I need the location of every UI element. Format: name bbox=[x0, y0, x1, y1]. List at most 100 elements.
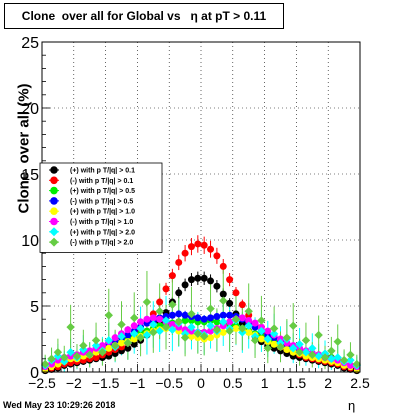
data-point-series-5 bbox=[168, 320, 176, 328]
data-point-series-7 bbox=[346, 350, 355, 360]
legend-marker bbox=[50, 217, 58, 226]
x-tick-label: 2 bbox=[324, 375, 332, 391]
y-tick-label: 20 bbox=[21, 101, 39, 118]
data-point-series-5 bbox=[238, 314, 246, 322]
data-point-series-6 bbox=[187, 322, 196, 332]
data-point-series-7 bbox=[212, 325, 222, 334]
data-point-series-6 bbox=[263, 334, 272, 344]
data-point-series-6 bbox=[314, 351, 323, 361]
data-point-series-7 bbox=[352, 359, 362, 369]
data-point-series-0 bbox=[130, 340, 138, 348]
data-point-series-3 bbox=[226, 311, 234, 319]
data-point-series-7 bbox=[289, 321, 298, 330]
x-tick-label: 1 bbox=[261, 375, 269, 391]
data-point-series-7 bbox=[333, 337, 342, 346]
y-tick-label: 5 bbox=[30, 299, 39, 316]
data-point-series-3 bbox=[124, 331, 132, 339]
data-point-series-7 bbox=[231, 315, 241, 324]
data-point-series-4 bbox=[232, 324, 240, 332]
data-point-series-7 bbox=[314, 330, 323, 340]
data-point-series-4 bbox=[130, 335, 138, 343]
legend-marker bbox=[49, 237, 59, 247]
data-point-series-0 bbox=[226, 299, 234, 307]
data-point-series-7 bbox=[104, 311, 113, 320]
data-point-series-6 bbox=[301, 348, 311, 357]
data-point-series-5 bbox=[245, 317, 253, 325]
data-point-series-7 bbox=[193, 329, 203, 338]
data-point-series-1 bbox=[200, 241, 208, 249]
data-point-series-5 bbox=[137, 318, 145, 326]
data-point-series-7 bbox=[301, 336, 311, 345]
data-point-series-5 bbox=[226, 318, 234, 326]
data-point-series-7 bbox=[98, 348, 107, 357]
data-point-series-3 bbox=[168, 311, 176, 319]
x-tick-label: −2.5 bbox=[28, 375, 56, 391]
x-axis-label: η bbox=[348, 398, 356, 413]
data-point-series-7 bbox=[130, 313, 139, 323]
data-point-series-6 bbox=[91, 341, 101, 350]
data-point-series-7 bbox=[174, 317, 183, 327]
data-point-series-7 bbox=[47, 354, 56, 363]
data-point-series-7 bbox=[225, 326, 234, 336]
data-point-series-4 bbox=[257, 335, 265, 343]
data-point-series-1 bbox=[181, 249, 189, 257]
data-point-series-0 bbox=[187, 276, 195, 284]
data-point-series-0 bbox=[207, 277, 215, 285]
chart-title-box: Clone over all for Global vs η at pT > 0… bbox=[4, 3, 284, 29]
data-point-series-6 bbox=[289, 344, 298, 353]
x-tick-label: −0.5 bbox=[155, 375, 183, 391]
data-point-series-7 bbox=[263, 344, 272, 353]
data-point-series-6 bbox=[168, 325, 177, 334]
x-tick-label: 0.5 bbox=[223, 375, 243, 391]
data-point-series-7 bbox=[40, 359, 50, 369]
data-point-series-1 bbox=[156, 298, 164, 306]
data-point-series-7 bbox=[149, 328, 158, 337]
data-point-series-6 bbox=[206, 321, 215, 330]
data-point-series-6 bbox=[155, 326, 164, 336]
data-point-series-7 bbox=[308, 350, 317, 360]
data-point-series-7 bbox=[66, 322, 75, 332]
data-point-series-6 bbox=[66, 348, 75, 357]
legend-marker bbox=[50, 176, 58, 185]
data-point-series-7 bbox=[180, 333, 190, 342]
data-point-series-6 bbox=[149, 320, 158, 329]
data-point-series-7 bbox=[257, 316, 266, 325]
data-point-series-4 bbox=[105, 344, 113, 352]
data-point-series-6 bbox=[104, 336, 113, 345]
data-point-series-6 bbox=[295, 340, 304, 349]
y-tick-label: 25 bbox=[21, 35, 39, 52]
data-point-series-5 bbox=[207, 327, 215, 335]
x-tick-label: 0 bbox=[197, 375, 205, 391]
data-point-series-4 bbox=[187, 332, 195, 340]
data-point-series-6 bbox=[219, 317, 228, 327]
data-point-series-7 bbox=[295, 348, 304, 357]
data-point-series-7 bbox=[60, 353, 69, 362]
data-point-series-7 bbox=[161, 322, 171, 332]
data-point-series-7 bbox=[123, 338, 133, 348]
data-point-series-3 bbox=[200, 315, 208, 323]
legend-entry-label: (-) with p T/|q| > 2.0 bbox=[70, 240, 133, 247]
x-tick-label: −1 bbox=[129, 375, 145, 391]
data-point-series-6 bbox=[327, 354, 336, 363]
data-point-series-7 bbox=[117, 320, 126, 329]
legend-marker bbox=[50, 186, 58, 195]
data-point-series-7 bbox=[72, 351, 82, 361]
data-point-series-7 bbox=[327, 346, 336, 356]
legend-entry-label: (+) with p T/|q| > 2.0 bbox=[70, 229, 135, 236]
data-point-series-7 bbox=[206, 304, 215, 313]
data-point-series-4 bbox=[118, 339, 125, 347]
x-tick-label: −1.5 bbox=[92, 375, 120, 391]
y-axis-label-box: Clone over all (%) bbox=[4, 83, 33, 213]
data-point-series-5 bbox=[111, 334, 119, 342]
data-point-series-1 bbox=[162, 285, 170, 293]
data-point-series-3 bbox=[181, 311, 189, 319]
data-point-series-1 bbox=[175, 258, 183, 266]
data-point-series-5 bbox=[346, 361, 354, 369]
data-point-series-6 bbox=[117, 332, 126, 341]
data-point-series-5 bbox=[143, 315, 151, 323]
data-point-series-1 bbox=[187, 243, 195, 251]
data-point-series-1 bbox=[226, 276, 234, 284]
data-point-series-7 bbox=[269, 324, 279, 333]
data-point-series-7 bbox=[219, 296, 228, 305]
data-point-series-3 bbox=[213, 313, 221, 321]
